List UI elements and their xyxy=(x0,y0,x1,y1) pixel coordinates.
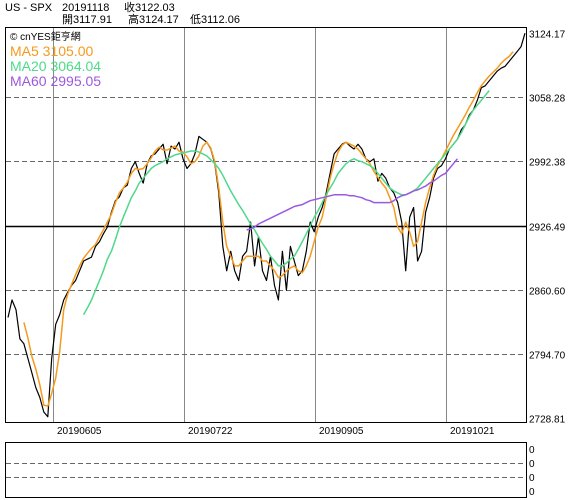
header-symbol: US - SPX xyxy=(5,2,53,14)
header-open: 開3117.91 xyxy=(62,14,112,26)
legend-ma20: MA20 3064.04 xyxy=(10,58,101,74)
series-line-ma20 xyxy=(82,90,490,315)
sub-y-label: 0 xyxy=(529,445,535,456)
sub-panel-frame xyxy=(5,442,527,498)
sub-y-label: 0 xyxy=(529,459,535,470)
y-tick-label: 2926.49 xyxy=(529,223,566,234)
y-tick-label: 3124.17 xyxy=(529,30,566,41)
legend-ma5: MA5 3105.00 xyxy=(10,43,93,59)
header-high: 高3124.17 xyxy=(128,14,179,26)
main-plot-frame xyxy=(5,27,527,423)
x-tick-label: 20190722 xyxy=(188,426,233,437)
header-low: 低3112.06 xyxy=(190,14,240,26)
y-tick-label: 2728.81 xyxy=(529,415,566,426)
series-line-spx xyxy=(7,33,526,418)
y-tick-label: 3058.28 xyxy=(529,94,566,105)
series-line-ma5 xyxy=(23,51,514,407)
watermark: © cnYES鉅亨網 xyxy=(10,30,81,43)
header-date: 20191118 xyxy=(62,2,110,14)
x-tick-label: 20190605 xyxy=(57,426,102,437)
x-tick-label: 20190905 xyxy=(319,426,364,437)
sub-y-label: 0 xyxy=(529,487,535,498)
legend-ma60: MA60 2995.05 xyxy=(10,73,101,89)
y-tick-label: 2794.70 xyxy=(529,351,566,362)
series-line-ma60 xyxy=(246,158,458,231)
y-tick-label: 2860.60 xyxy=(529,287,566,298)
sub-y-label: 0 xyxy=(529,473,535,484)
y-tick-label: 2992.38 xyxy=(529,158,566,169)
x-tick-label: 20191021 xyxy=(450,426,495,437)
header-close: 收3122.03 xyxy=(124,2,175,14)
